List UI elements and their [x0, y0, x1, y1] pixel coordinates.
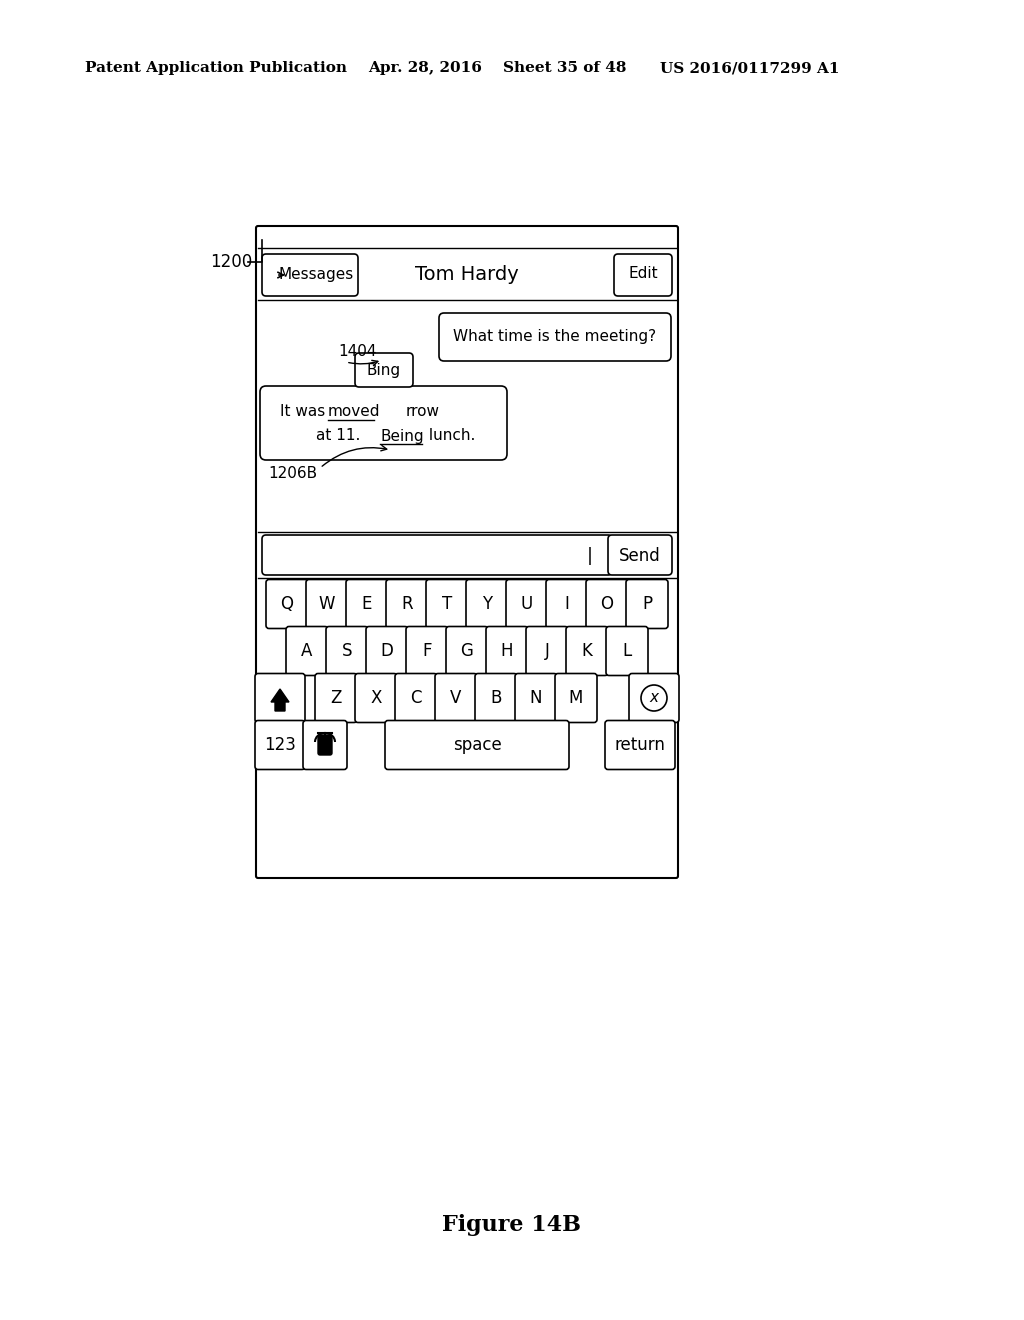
- Text: S: S: [342, 642, 352, 660]
- Text: X: X: [371, 689, 382, 708]
- Text: US 2016/0117299 A1: US 2016/0117299 A1: [660, 61, 840, 75]
- FancyBboxPatch shape: [515, 673, 557, 722]
- FancyBboxPatch shape: [318, 735, 332, 755]
- Text: N: N: [529, 689, 543, 708]
- FancyBboxPatch shape: [614, 253, 672, 296]
- Text: E: E: [361, 595, 372, 612]
- Text: Tom Hardy: Tom Hardy: [415, 264, 519, 284]
- FancyBboxPatch shape: [526, 627, 568, 676]
- Text: It was: It was: [280, 404, 330, 420]
- Text: moved: moved: [328, 404, 381, 420]
- FancyBboxPatch shape: [608, 535, 672, 576]
- FancyBboxPatch shape: [355, 673, 397, 722]
- Text: 1404: 1404: [338, 345, 377, 359]
- FancyBboxPatch shape: [386, 579, 428, 628]
- Text: Figure 14B: Figure 14B: [442, 1214, 582, 1236]
- FancyBboxPatch shape: [326, 627, 368, 676]
- FancyBboxPatch shape: [626, 579, 668, 628]
- FancyBboxPatch shape: [262, 253, 358, 296]
- Text: |: |: [587, 546, 593, 565]
- Text: x: x: [649, 690, 658, 705]
- Text: space: space: [453, 737, 502, 754]
- Text: R: R: [401, 595, 413, 612]
- FancyBboxPatch shape: [439, 313, 671, 360]
- FancyBboxPatch shape: [406, 627, 449, 676]
- Text: K: K: [582, 642, 593, 660]
- Text: Messages: Messages: [279, 267, 353, 281]
- Text: Edit: Edit: [628, 267, 657, 281]
- Text: Apr. 28, 2016: Apr. 28, 2016: [368, 61, 482, 75]
- FancyBboxPatch shape: [426, 579, 468, 628]
- FancyBboxPatch shape: [255, 673, 305, 722]
- Text: O: O: [600, 595, 613, 612]
- Polygon shape: [271, 689, 289, 711]
- FancyBboxPatch shape: [466, 579, 508, 628]
- Text: A: A: [301, 642, 312, 660]
- FancyBboxPatch shape: [446, 627, 488, 676]
- FancyBboxPatch shape: [475, 673, 517, 722]
- Text: M: M: [568, 689, 584, 708]
- Text: Z: Z: [331, 689, 342, 708]
- Text: return: return: [614, 737, 666, 754]
- FancyBboxPatch shape: [366, 627, 408, 676]
- FancyBboxPatch shape: [256, 226, 678, 878]
- Text: W: W: [318, 595, 335, 612]
- FancyBboxPatch shape: [260, 385, 507, 459]
- Text: rrow: rrow: [406, 404, 440, 420]
- FancyBboxPatch shape: [346, 579, 388, 628]
- FancyBboxPatch shape: [486, 627, 528, 676]
- Text: L: L: [623, 642, 632, 660]
- FancyBboxPatch shape: [286, 627, 328, 676]
- FancyBboxPatch shape: [546, 579, 588, 628]
- Text: J: J: [545, 642, 550, 660]
- Text: V: V: [451, 689, 462, 708]
- Text: What time is the meeting?: What time is the meeting?: [454, 330, 656, 345]
- Text: G: G: [461, 642, 473, 660]
- Text: Bing: Bing: [367, 363, 401, 378]
- FancyBboxPatch shape: [566, 627, 608, 676]
- Text: D: D: [381, 642, 393, 660]
- Text: Being: Being: [380, 429, 424, 444]
- FancyBboxPatch shape: [385, 721, 569, 770]
- FancyBboxPatch shape: [605, 721, 675, 770]
- Text: 1206B: 1206B: [268, 466, 317, 482]
- FancyBboxPatch shape: [255, 721, 305, 770]
- Text: Y: Y: [482, 595, 493, 612]
- Text: T: T: [442, 595, 453, 612]
- Text: I: I: [564, 595, 569, 612]
- FancyBboxPatch shape: [606, 627, 648, 676]
- FancyBboxPatch shape: [586, 579, 628, 628]
- Text: Q: Q: [281, 595, 294, 612]
- FancyBboxPatch shape: [555, 673, 597, 722]
- Text: Send: Send: [620, 546, 660, 565]
- Text: F: F: [422, 642, 432, 660]
- FancyBboxPatch shape: [306, 579, 348, 628]
- Text: P: P: [642, 595, 652, 612]
- Text: Sheet 35 of 48: Sheet 35 of 48: [503, 61, 627, 75]
- FancyBboxPatch shape: [303, 721, 347, 770]
- FancyBboxPatch shape: [395, 673, 437, 722]
- Text: 1200: 1200: [210, 253, 252, 271]
- Text: C: C: [411, 689, 422, 708]
- FancyBboxPatch shape: [435, 673, 477, 722]
- Text: B: B: [490, 689, 502, 708]
- Text: H: H: [501, 642, 513, 660]
- Text: at 11.: at 11.: [316, 429, 366, 444]
- Text: 123: 123: [264, 737, 296, 754]
- FancyBboxPatch shape: [629, 673, 679, 722]
- FancyBboxPatch shape: [262, 535, 612, 576]
- Text: lunch.: lunch.: [424, 429, 475, 444]
- FancyBboxPatch shape: [355, 352, 413, 387]
- FancyBboxPatch shape: [506, 579, 548, 628]
- Text: Patent Application Publication: Patent Application Publication: [85, 61, 347, 75]
- FancyBboxPatch shape: [266, 579, 308, 628]
- Text: U: U: [521, 595, 534, 612]
- FancyBboxPatch shape: [315, 673, 357, 722]
